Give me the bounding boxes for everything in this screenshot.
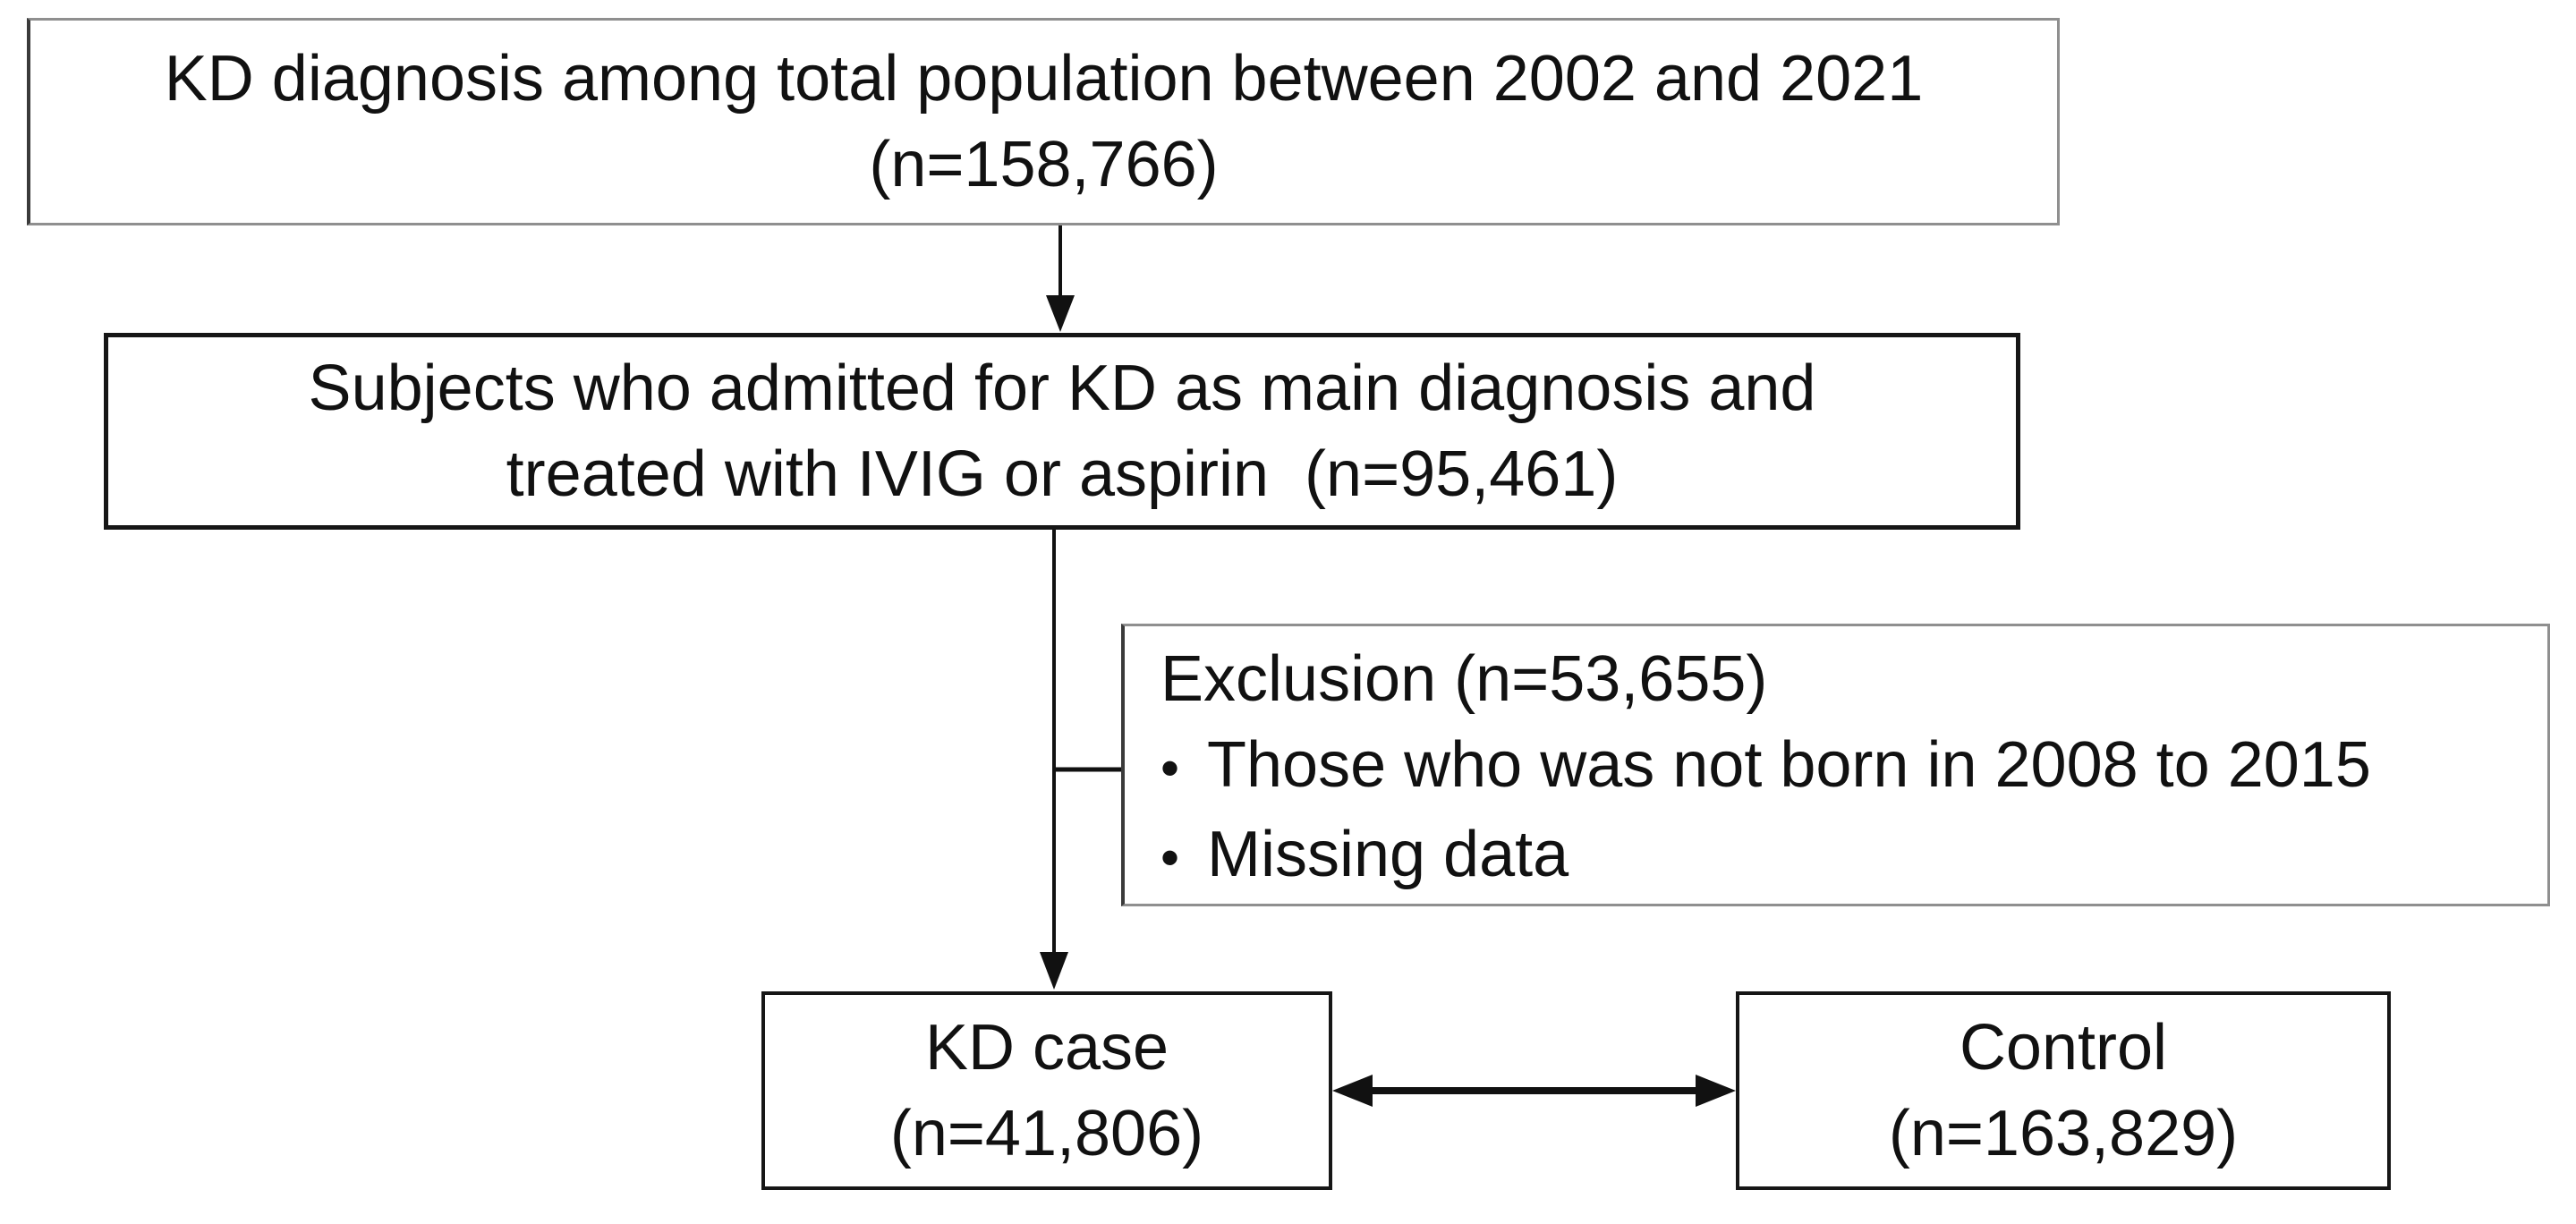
box-control: Control (n=163,829) [1736,991,2391,1190]
box-kd-case-label: KD case [924,1012,1169,1084]
exclusion-bullet-item: • Those who was not born in 2008 to 2015 [1160,722,2529,812]
box-control-count: (n=163,829) [1888,1098,2239,1169]
exclusion-bullet-item: • Missing data [1160,812,2529,901]
box-exclusion: Exclusion (n=53,655) • Those who was not… [1121,624,2550,906]
box-subjects: Subjects who admitted for KD as main dia… [104,333,2020,530]
exclusion-bullet-text: Those who was not born in 2008 to 2015 [1207,729,2371,801]
box-total-population: KD diagnosis among total population betw… [27,18,2060,225]
box-kd-case: KD case (n=41,806) [761,991,1332,1190]
box-kd-case-count: (n=41,806) [889,1098,1204,1169]
box-exclusion-title: Exclusion (n=53,655) [1160,643,1768,715]
arrow-kdcase-control [1332,1075,1736,1107]
box-total-population-count: (n=158,766) [869,129,1219,200]
bullet-icon: • [1160,828,1180,888]
arrow-population-to-subjects [1046,225,1075,332]
arrow-subjects-to-kdcase [1040,530,1068,990]
box-total-population-line1: KD diagnosis among total population betw… [164,43,1924,115]
box-subjects-line2: treated with IVIG or aspirin (n=95,461) [506,438,1619,510]
box-subjects-line1: Subjects who admitted for KD as main dia… [308,353,1816,424]
exclusion-bullet-text: Missing data [1207,819,1569,890]
bullet-icon: • [1160,738,1180,798]
box-control-label: Control [1959,1012,2168,1084]
